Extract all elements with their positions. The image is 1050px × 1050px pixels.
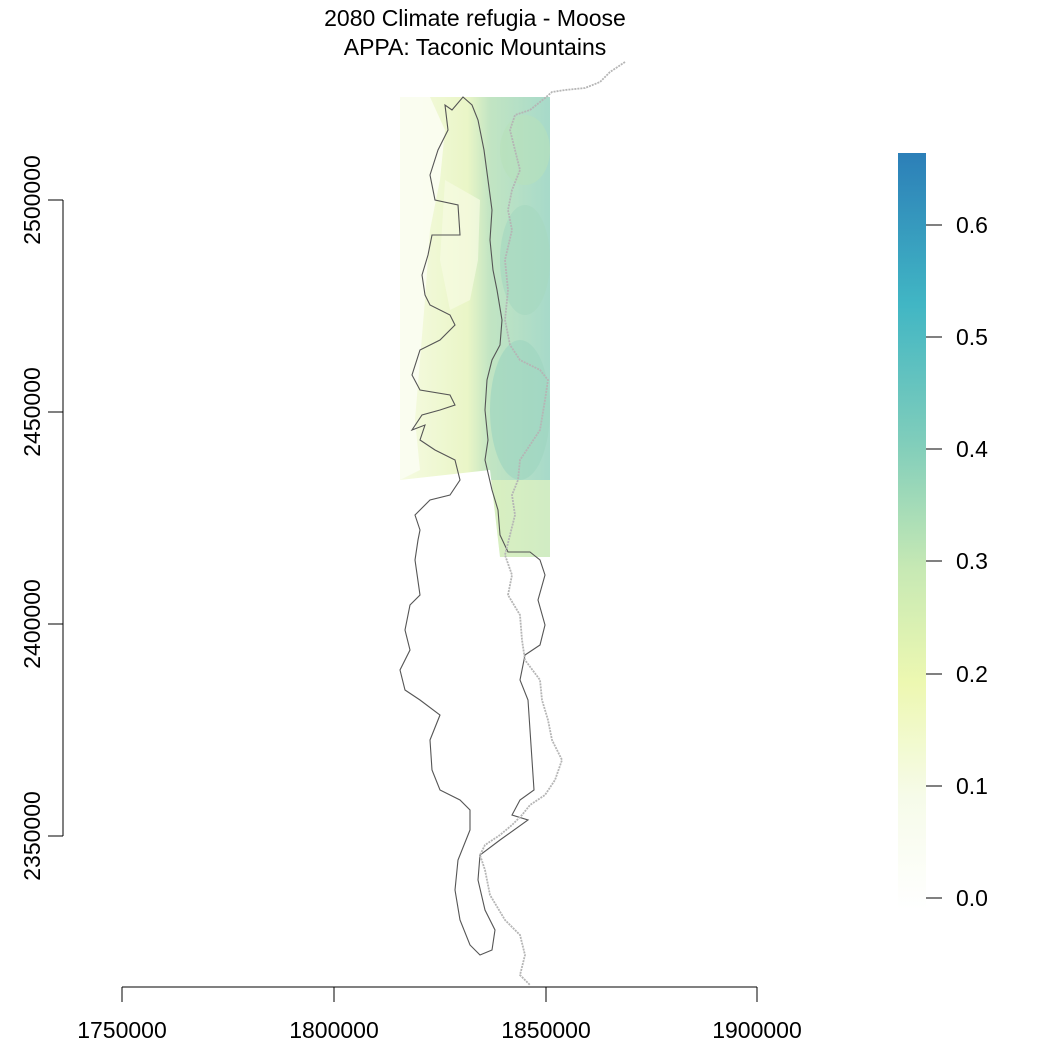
corridor-boundary xyxy=(399,96,546,956)
y-tick-label: 2450000 xyxy=(19,367,45,457)
x-tick-label: 1800000 xyxy=(289,1017,379,1043)
legend-label: 0.3 xyxy=(956,548,988,574)
legend-label: 0.0 xyxy=(956,885,988,911)
x-tick-label: 1850000 xyxy=(501,1017,591,1043)
x-tick-label: 1750000 xyxy=(77,1017,167,1043)
y-tick-label: 2500000 xyxy=(19,155,45,245)
legend-ticks xyxy=(926,224,942,899)
x-axis: 1750000 1800000 1850000 1900000 xyxy=(77,986,802,1043)
y-tick-label: 2350000 xyxy=(19,791,45,881)
state-boundary xyxy=(479,61,626,986)
legend-label: 0.2 xyxy=(956,661,988,687)
color-legend: 0.0 0.1 0.2 0.3 0.4 0.5 0.6 xyxy=(898,153,988,911)
legend-label: 0.1 xyxy=(956,773,988,799)
legend-colorbar xyxy=(898,153,926,910)
legend-label: 0.5 xyxy=(956,324,988,350)
x-tick-label: 1900000 xyxy=(712,1017,802,1043)
y-axis: 2350000 2400000 2450000 2500000 xyxy=(19,155,64,881)
map-title: 2080 Climate refugia - Moose xyxy=(324,5,626,31)
legend-label: 0.6 xyxy=(956,212,988,238)
refugia-raster xyxy=(400,97,550,557)
y-tick-label: 2400000 xyxy=(19,579,45,669)
legend-label: 0.4 xyxy=(956,436,988,462)
map-subtitle: APPA: Taconic Mountains xyxy=(343,34,607,60)
